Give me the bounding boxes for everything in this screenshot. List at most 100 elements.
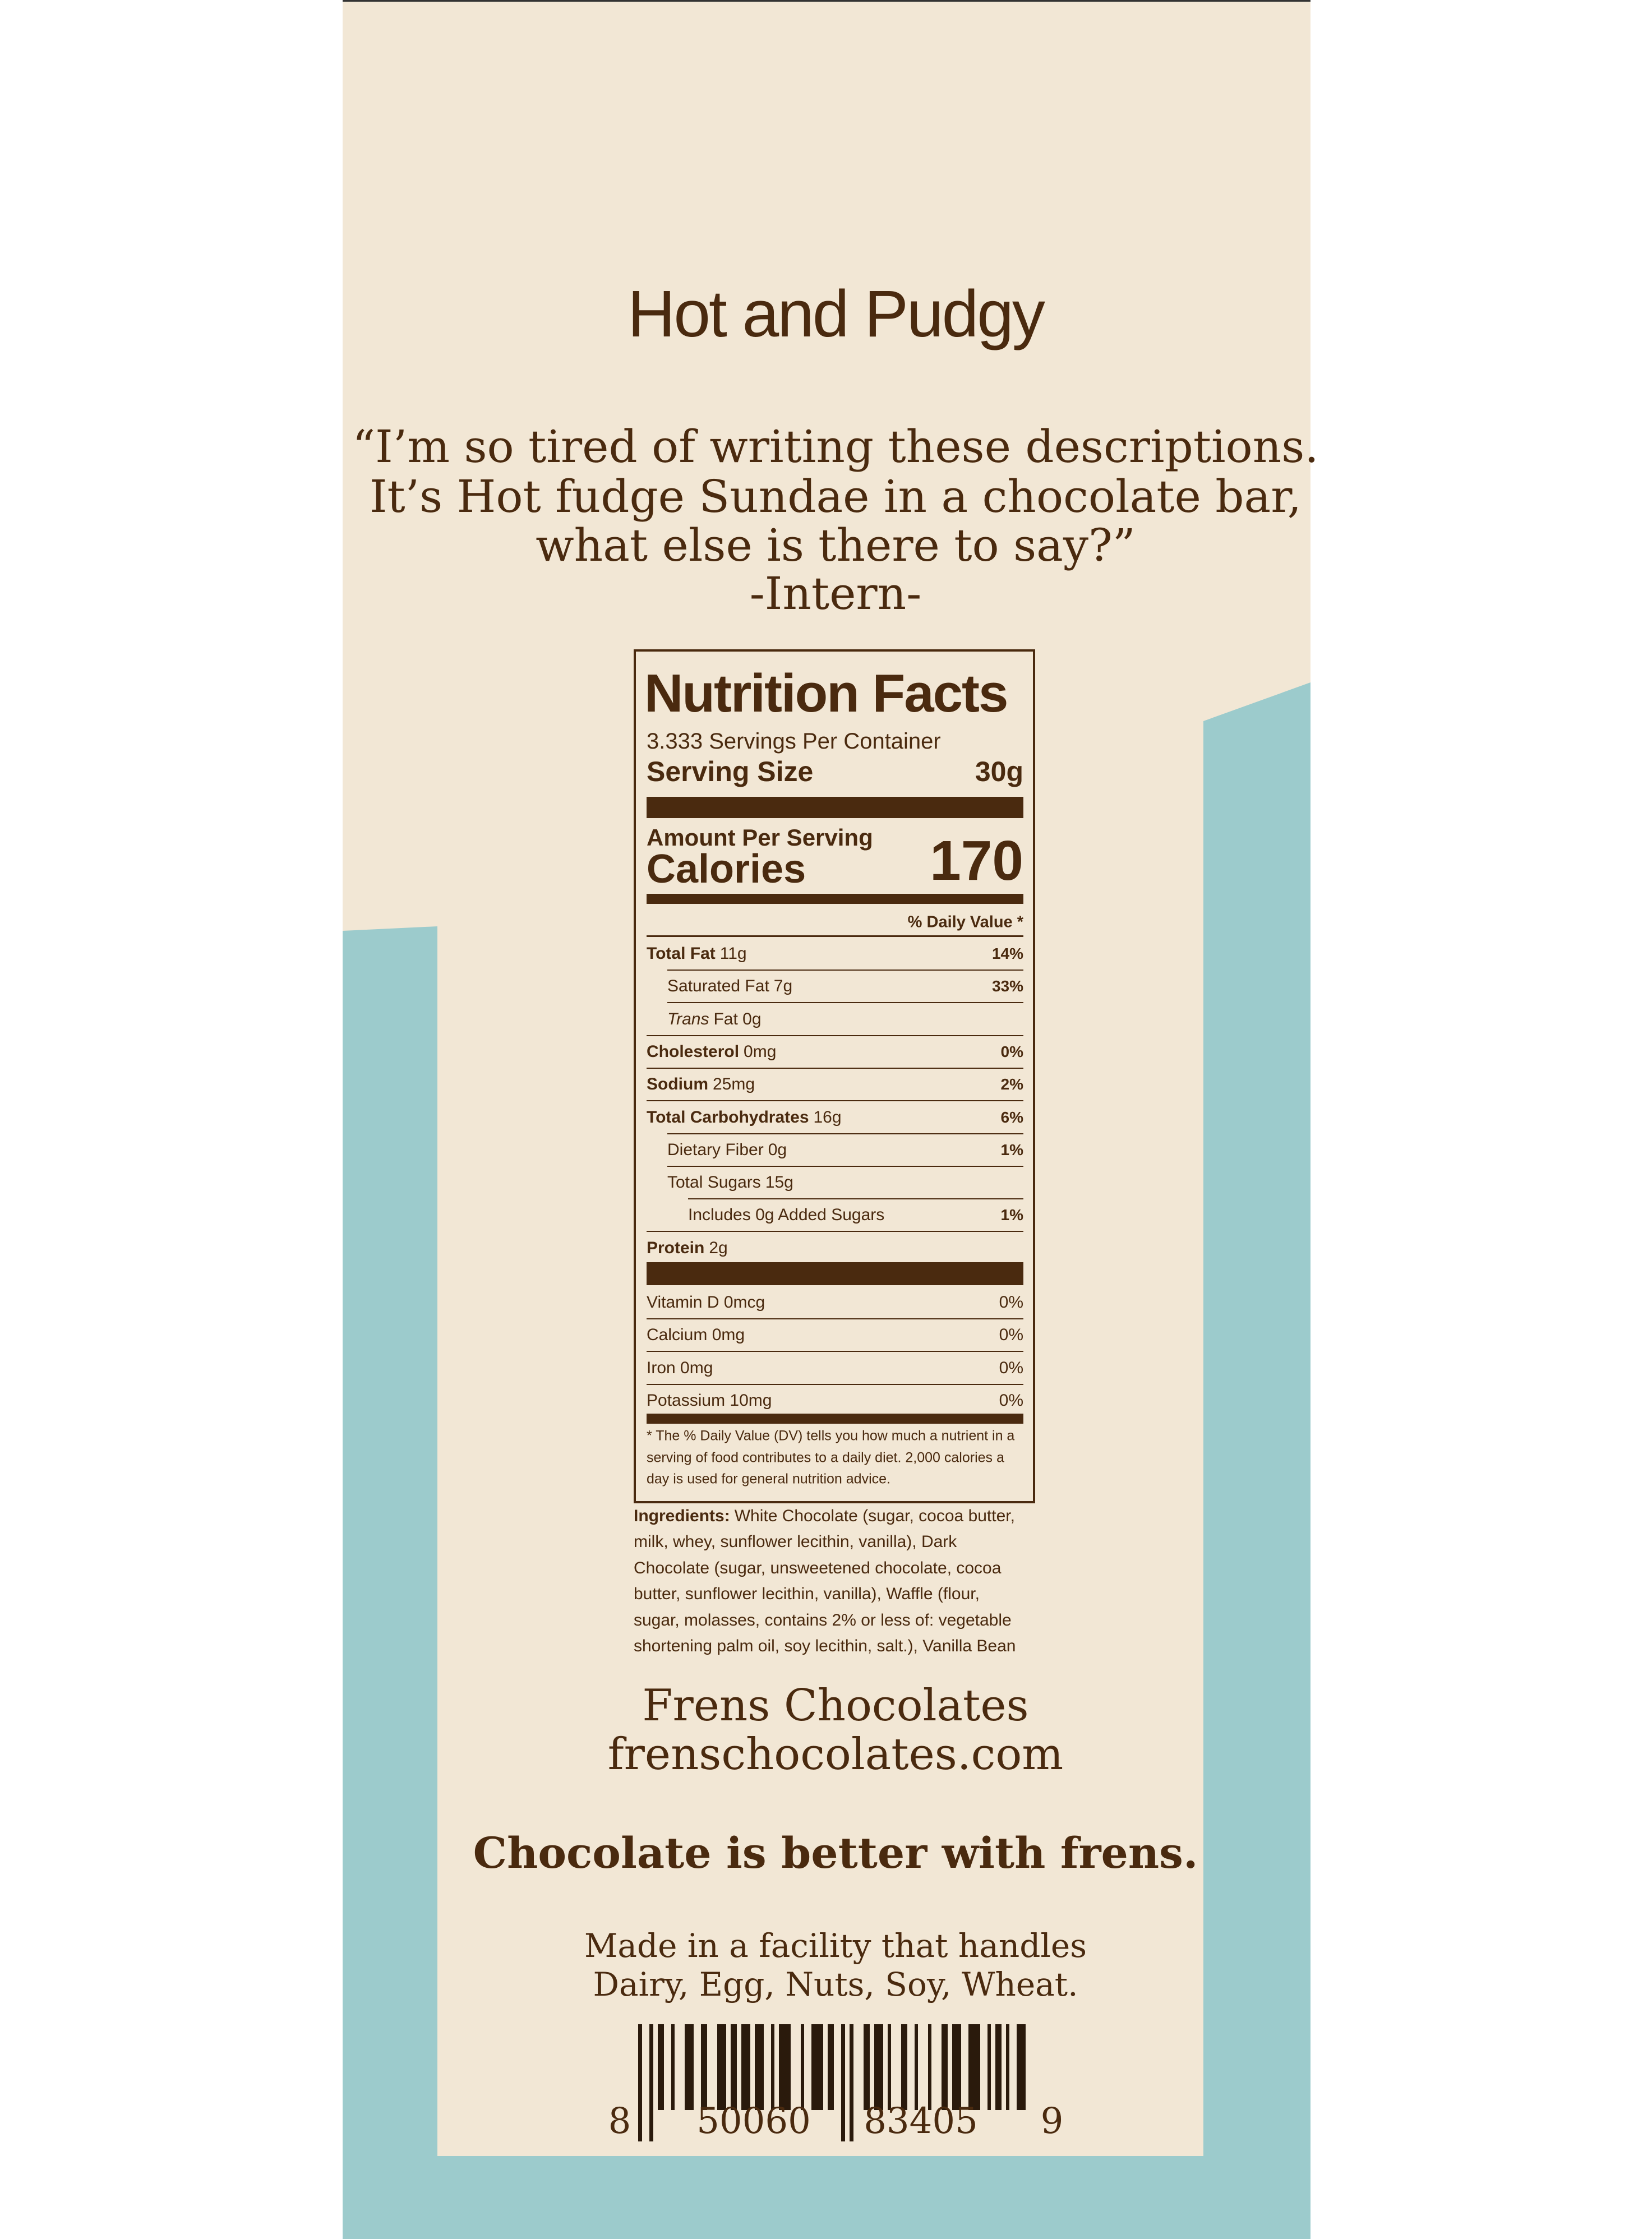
nutrition-title: Nutrition Facts	[644, 663, 1008, 723]
nutrient-dv: 6%	[1000, 1108, 1023, 1126]
nutrient-name: Total Carbohydrates	[647, 1107, 809, 1127]
brand-line: Frens Chocolates	[642, 1681, 1029, 1731]
amount-per-serving: Amount Per Serving	[647, 824, 873, 851]
barcode-bar	[755, 2024, 764, 2110]
nutrient-name: Dietary Fiber	[667, 1140, 764, 1159]
barcode-bar	[901, 2024, 907, 2110]
row-rule	[647, 1100, 1023, 1102]
vitamin-dv: 0%	[999, 1326, 1023, 1345]
barcode-bar	[1006, 2024, 1009, 2110]
nutrient-name: Includes 0g Added Sugars	[688, 1206, 885, 1225]
allergen-line: Made in a facility that handles	[584, 1927, 1087, 1965]
nutrient-dv: 33%	[991, 977, 1023, 995]
row-rule	[647, 1035, 1023, 1036]
barcode-bar	[811, 2024, 823, 2110]
vitamin-label: Calcium 0mg	[647, 1326, 745, 1345]
nutrient-amount: 0g	[768, 1140, 787, 1159]
footnote: day is used for general nutrition advice…	[647, 1471, 890, 1487]
barcode-bar	[828, 2024, 834, 2110]
vitamin-dv: 0%	[999, 1391, 1023, 1410]
barcode-bar	[779, 2024, 791, 2110]
barcode-bar	[968, 2024, 980, 2110]
row-rule	[647, 1351, 1023, 1352]
barcode-bar	[649, 2024, 653, 2141]
ingredients-line: sugar, molasses, contains 2% or less of:…	[634, 1610, 1012, 1629]
barcode-bar	[928, 2024, 931, 2110]
row-rule	[667, 1133, 1023, 1134]
medium-bar	[647, 894, 1023, 904]
nutrient-dv: 1%	[1000, 1141, 1023, 1158]
nutrient-name: Saturated Fat	[667, 977, 769, 996]
allergen-line: Dairy, Egg, Nuts, Soy, Wheat.	[593, 1965, 1078, 2003]
barcode-bar	[841, 2024, 845, 2141]
ingredients-line: shortening palm oil, soy lecithin, salt.…	[634, 1637, 1016, 1655]
nutrient-amount: 16g	[813, 1107, 842, 1127]
barcode-bar	[987, 2024, 991, 2110]
row-rule	[688, 1198, 1023, 1200]
tagline: Chocolate is better with frens.	[473, 1828, 1198, 1878]
serving-size-label: Serving Size	[647, 756, 814, 787]
vitamin-label: Iron 0mg	[647, 1358, 713, 1377]
barcode-bar	[685, 2024, 694, 2110]
nutrient-name: Sodium	[647, 1075, 708, 1094]
quote-line: -Intern-	[749, 567, 922, 620]
barcode-digit: 8	[608, 2100, 631, 2142]
thick-bar	[647, 1262, 1023, 1285]
nutrient-name: Cholesterol	[647, 1042, 740, 1061]
quote-line: “I’m so tired of writing these descripti…	[352, 421, 1319, 473]
nutrient-amount: 11g	[719, 944, 747, 963]
nutrient-dv: 2%	[1000, 1075, 1023, 1093]
serving-size-value: 30g	[975, 756, 1023, 787]
barcode-bar	[638, 2024, 642, 2141]
brand-line: frenschocolates.com	[607, 1729, 1064, 1780]
nutrient-name: Total Fat	[647, 944, 716, 963]
nutrient-name: Protein	[647, 1238, 705, 1257]
barcode-digit: 83405	[864, 2100, 978, 2142]
quote-line: It’s Hot fudge Sundae in a chocolate bar…	[369, 470, 1302, 523]
nutrient-name: Total Sugars	[667, 1173, 761, 1192]
vitamin-dv: 0%	[999, 1293, 1023, 1312]
nutrition-box	[634, 649, 1035, 1503]
servings: 3.333 Servings Per Container	[647, 729, 941, 754]
top-edge	[343, 0, 1310, 2]
calories-value: 170	[930, 829, 1023, 892]
footnote: serving of food contributes to a daily d…	[647, 1449, 1004, 1465]
ingredients-line: milk, whey, sunflower lecithin, vanilla)…	[634, 1532, 957, 1552]
rule	[647, 935, 1023, 937]
barcode-bar	[952, 2024, 961, 2110]
barcode-bar	[942, 2024, 948, 2110]
barcode-bar	[1017, 2024, 1026, 2110]
medium-bar	[647, 1414, 1023, 1424]
ingredients-line: White Chocolate (sugar, cocoa butter,	[734, 1507, 1015, 1525]
barcode-bar	[717, 2024, 726, 2110]
nutrient-amount: 25mg	[713, 1075, 755, 1094]
barcode-bar	[771, 2024, 774, 2110]
row-rule	[647, 1318, 1023, 1319]
row-rule	[667, 1165, 1023, 1167]
nutrient-dv: 0%	[1000, 1042, 1023, 1060]
row-rule	[667, 1002, 1023, 1004]
barcode-bar	[731, 2024, 737, 2110]
vitamin-dv: 0%	[999, 1358, 1023, 1377]
row-rule	[647, 1383, 1023, 1385]
row-rule	[647, 1231, 1023, 1232]
barcode-digit: 50060	[696, 2100, 811, 2142]
row-rule	[667, 970, 1023, 971]
ingredients-line: butter, sunflower lecithin, vanilla), Wa…	[634, 1585, 980, 1604]
ingredients-label: Ingredients:	[634, 1507, 730, 1525]
thick-bar	[647, 797, 1023, 818]
product-title: Hot and Pudgy	[627, 277, 1045, 351]
dv-header: % Daily Value *	[907, 913, 1023, 931]
footnote: * The % Daily Value (DV) tells you how m…	[647, 1428, 1015, 1444]
nutrient-amount: 15g	[765, 1173, 793, 1192]
nutrient-name: Trans	[667, 1009, 709, 1028]
barcode-bar	[658, 2024, 664, 2110]
vitamin-label: Vitamin D 0mcg	[647, 1293, 765, 1312]
barcode-bar	[741, 2024, 750, 2110]
teal-band	[343, 682, 1310, 2239]
nutrient-dv: 14%	[991, 945, 1023, 962]
barcode-bar	[701, 2024, 707, 2110]
barcode-bar	[888, 2024, 891, 2110]
